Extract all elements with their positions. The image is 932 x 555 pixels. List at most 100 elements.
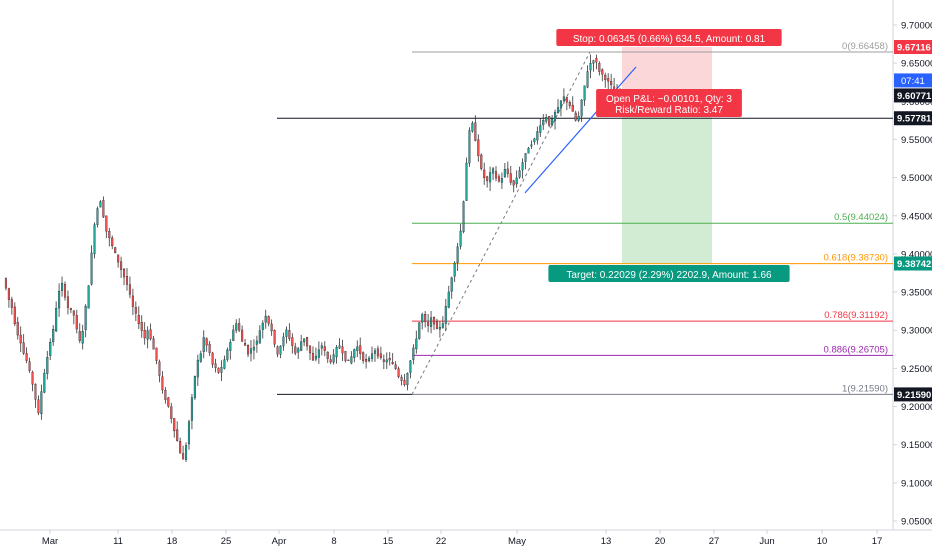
countdown-badge <box>894 73 932 88</box>
candle-body <box>515 177 518 185</box>
candle-body <box>317 349 320 358</box>
price-badge <box>894 111 932 126</box>
candle-body <box>556 107 560 113</box>
candle-body <box>356 346 359 351</box>
y-tick-label: 9.15000 <box>901 440 932 451</box>
candle-body <box>306 337 309 347</box>
candle-body <box>503 169 506 177</box>
candle-body <box>208 343 211 353</box>
candle-body <box>7 288 10 300</box>
x-tick-label: 15 <box>383 536 394 547</box>
candle-body <box>217 367 220 373</box>
candle-body <box>489 172 492 183</box>
candle-body <box>87 285 90 309</box>
candle-body <box>559 100 562 109</box>
fib-level-label: 0.786(9.31192) <box>824 310 888 321</box>
trend-line <box>524 66 637 194</box>
candle-body <box>179 441 182 454</box>
candle-body <box>255 340 258 345</box>
stop-label: Stop: 0.06345 (0.66%) 634.5, Amount: 0.8… <box>556 29 782 46</box>
candle-body <box>353 349 356 358</box>
candle-body <box>282 336 285 347</box>
candle-body <box>176 429 179 441</box>
candle-body <box>326 351 329 359</box>
candle-body <box>388 358 391 361</box>
candle-body <box>40 391 43 415</box>
candle-body <box>249 348 253 354</box>
candle-body <box>536 131 539 141</box>
y-tick-label: 9.05000 <box>901 517 932 528</box>
stop-label-text: Stop: 0.06345 (0.66%) 634.5, Amount: 0.8… <box>573 34 766 45</box>
candle-body <box>592 60 595 64</box>
candle-body <box>276 346 279 355</box>
candle-body <box>241 329 244 342</box>
price-badge-text: 9.21590 <box>897 390 931 401</box>
candle-body <box>406 373 409 386</box>
candle-body <box>562 96 565 101</box>
candle-body <box>506 168 509 174</box>
target-label-text: Target: 0.22029 (2.29%) 2202.9, Amount: … <box>566 270 772 281</box>
candle-body <box>391 361 394 364</box>
candle-body <box>297 348 300 353</box>
candle-body <box>108 231 111 239</box>
fib-level-label: 0.886(9.26705) <box>824 344 888 355</box>
candle-body <box>533 138 536 143</box>
candle-body <box>37 399 40 414</box>
candle-body <box>93 224 96 255</box>
candle-body <box>19 334 22 344</box>
candle-body <box>397 368 400 377</box>
candle-body <box>368 357 371 362</box>
candle-body <box>542 120 545 126</box>
candle-body <box>66 296 69 308</box>
candle-body <box>607 78 610 82</box>
candle-body <box>373 350 377 354</box>
candle-body <box>424 314 427 322</box>
candle-body <box>400 376 403 381</box>
candle-body <box>329 359 332 363</box>
candle-body <box>474 122 477 141</box>
candle-body <box>311 353 315 361</box>
candle-body <box>22 342 25 354</box>
candle-body <box>385 359 388 363</box>
candle-body <box>409 360 412 373</box>
candle-body <box>494 171 498 179</box>
candle-body <box>270 323 273 332</box>
candle-body <box>465 162 468 201</box>
candle-body <box>435 320 439 329</box>
candle-body <box>497 176 500 182</box>
candle-body <box>403 380 406 386</box>
candle-body <box>291 337 294 346</box>
target-label: Target: 0.22029 (2.29%) 2202.9, Amount: … <box>548 265 790 282</box>
candle-body <box>13 306 16 325</box>
candle-body <box>492 168 495 174</box>
candle-body <box>252 346 255 351</box>
candle-body <box>63 284 67 298</box>
candle-body <box>264 315 267 323</box>
candle-body <box>598 63 601 72</box>
candle-body <box>202 337 205 352</box>
candle-body <box>382 359 385 362</box>
candle-body <box>589 63 592 71</box>
candle-body <box>344 350 347 361</box>
fib-level-label: 0.5(9.44024) <box>834 212 888 223</box>
candle-body <box>480 154 483 169</box>
fib-level-label: 0.618(9.38730) <box>824 253 888 264</box>
x-tick-label: May <box>508 536 526 547</box>
candle-body <box>601 69 604 75</box>
y-tick-label: 9.40000 <box>901 249 932 260</box>
candle-body <box>69 307 72 310</box>
candle-body <box>444 306 447 324</box>
candle-body <box>518 170 521 178</box>
x-tick-label: 27 <box>709 536 720 547</box>
y-tick-label: 9.20000 <box>901 402 932 413</box>
x-tick-label: 22 <box>436 536 447 547</box>
y-tick-label: 9.30000 <box>901 326 932 337</box>
y-tick-label: 9.25000 <box>901 364 932 375</box>
candle-body <box>131 295 134 307</box>
candle-body <box>379 353 382 358</box>
candle-body <box>521 162 524 171</box>
x-tick-label: 10 <box>817 536 828 547</box>
